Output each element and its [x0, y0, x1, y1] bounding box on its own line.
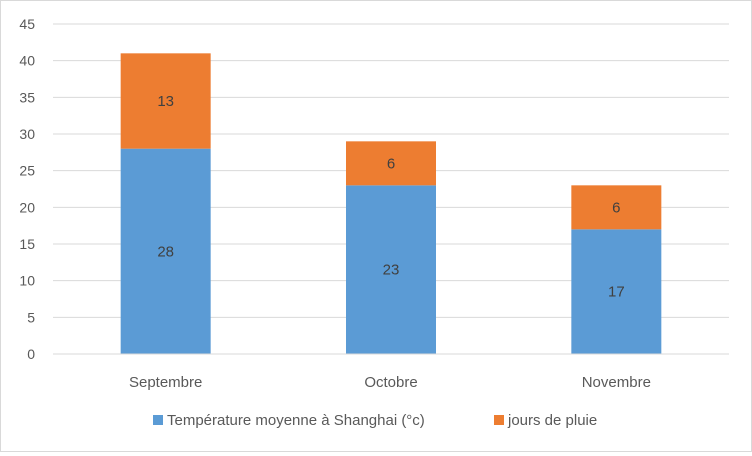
data-label: 6 [387, 155, 395, 172]
y-tick-label: 20 [19, 199, 35, 215]
y-tick-label: 25 [19, 163, 35, 179]
y-tick-label: 0 [27, 346, 35, 362]
y-tick-label: 35 [19, 89, 35, 105]
y-tick-label: 10 [19, 273, 35, 289]
data-label: 23 [383, 262, 400, 279]
bar-segment [346, 141, 436, 186]
bars: 28 13 23 6 17 6 [120, 53, 662, 354]
bar-segment [571, 185, 662, 230]
x-tick-label: Novembre [582, 374, 651, 391]
legend-swatch [494, 415, 504, 425]
data-label: 13 [157, 93, 174, 110]
y-tick-label: 30 [19, 126, 35, 142]
x-axis: Septembre Octobre Novembre [53, 353, 729, 391]
bar-segment [120, 53, 211, 149]
y-tick-label: 40 [19, 53, 35, 69]
data-label: 28 [157, 243, 174, 260]
x-tick-label: Octobre [364, 374, 417, 391]
bar-segment [571, 229, 662, 354]
x-tick-label: Septembre [129, 374, 202, 391]
y-tick-label: 5 [27, 309, 35, 325]
bar-segment [346, 185, 436, 354]
legend-label: jours de pluie [507, 412, 597, 429]
legend: Température moyenne à Shanghai (°c) jours… [153, 412, 597, 429]
y-tick-label: 45 [19, 16, 35, 32]
bar-segment [120, 148, 211, 354]
data-label: 17 [608, 284, 625, 301]
legend-swatch [153, 415, 163, 425]
data-label: 6 [612, 199, 620, 216]
y-tick-label: 15 [19, 236, 35, 252]
y-axis: 0 5 10 15 20 25 30 35 40 45 [19, 16, 35, 362]
legend-label: Température moyenne à Shanghai (°c) [167, 412, 425, 429]
